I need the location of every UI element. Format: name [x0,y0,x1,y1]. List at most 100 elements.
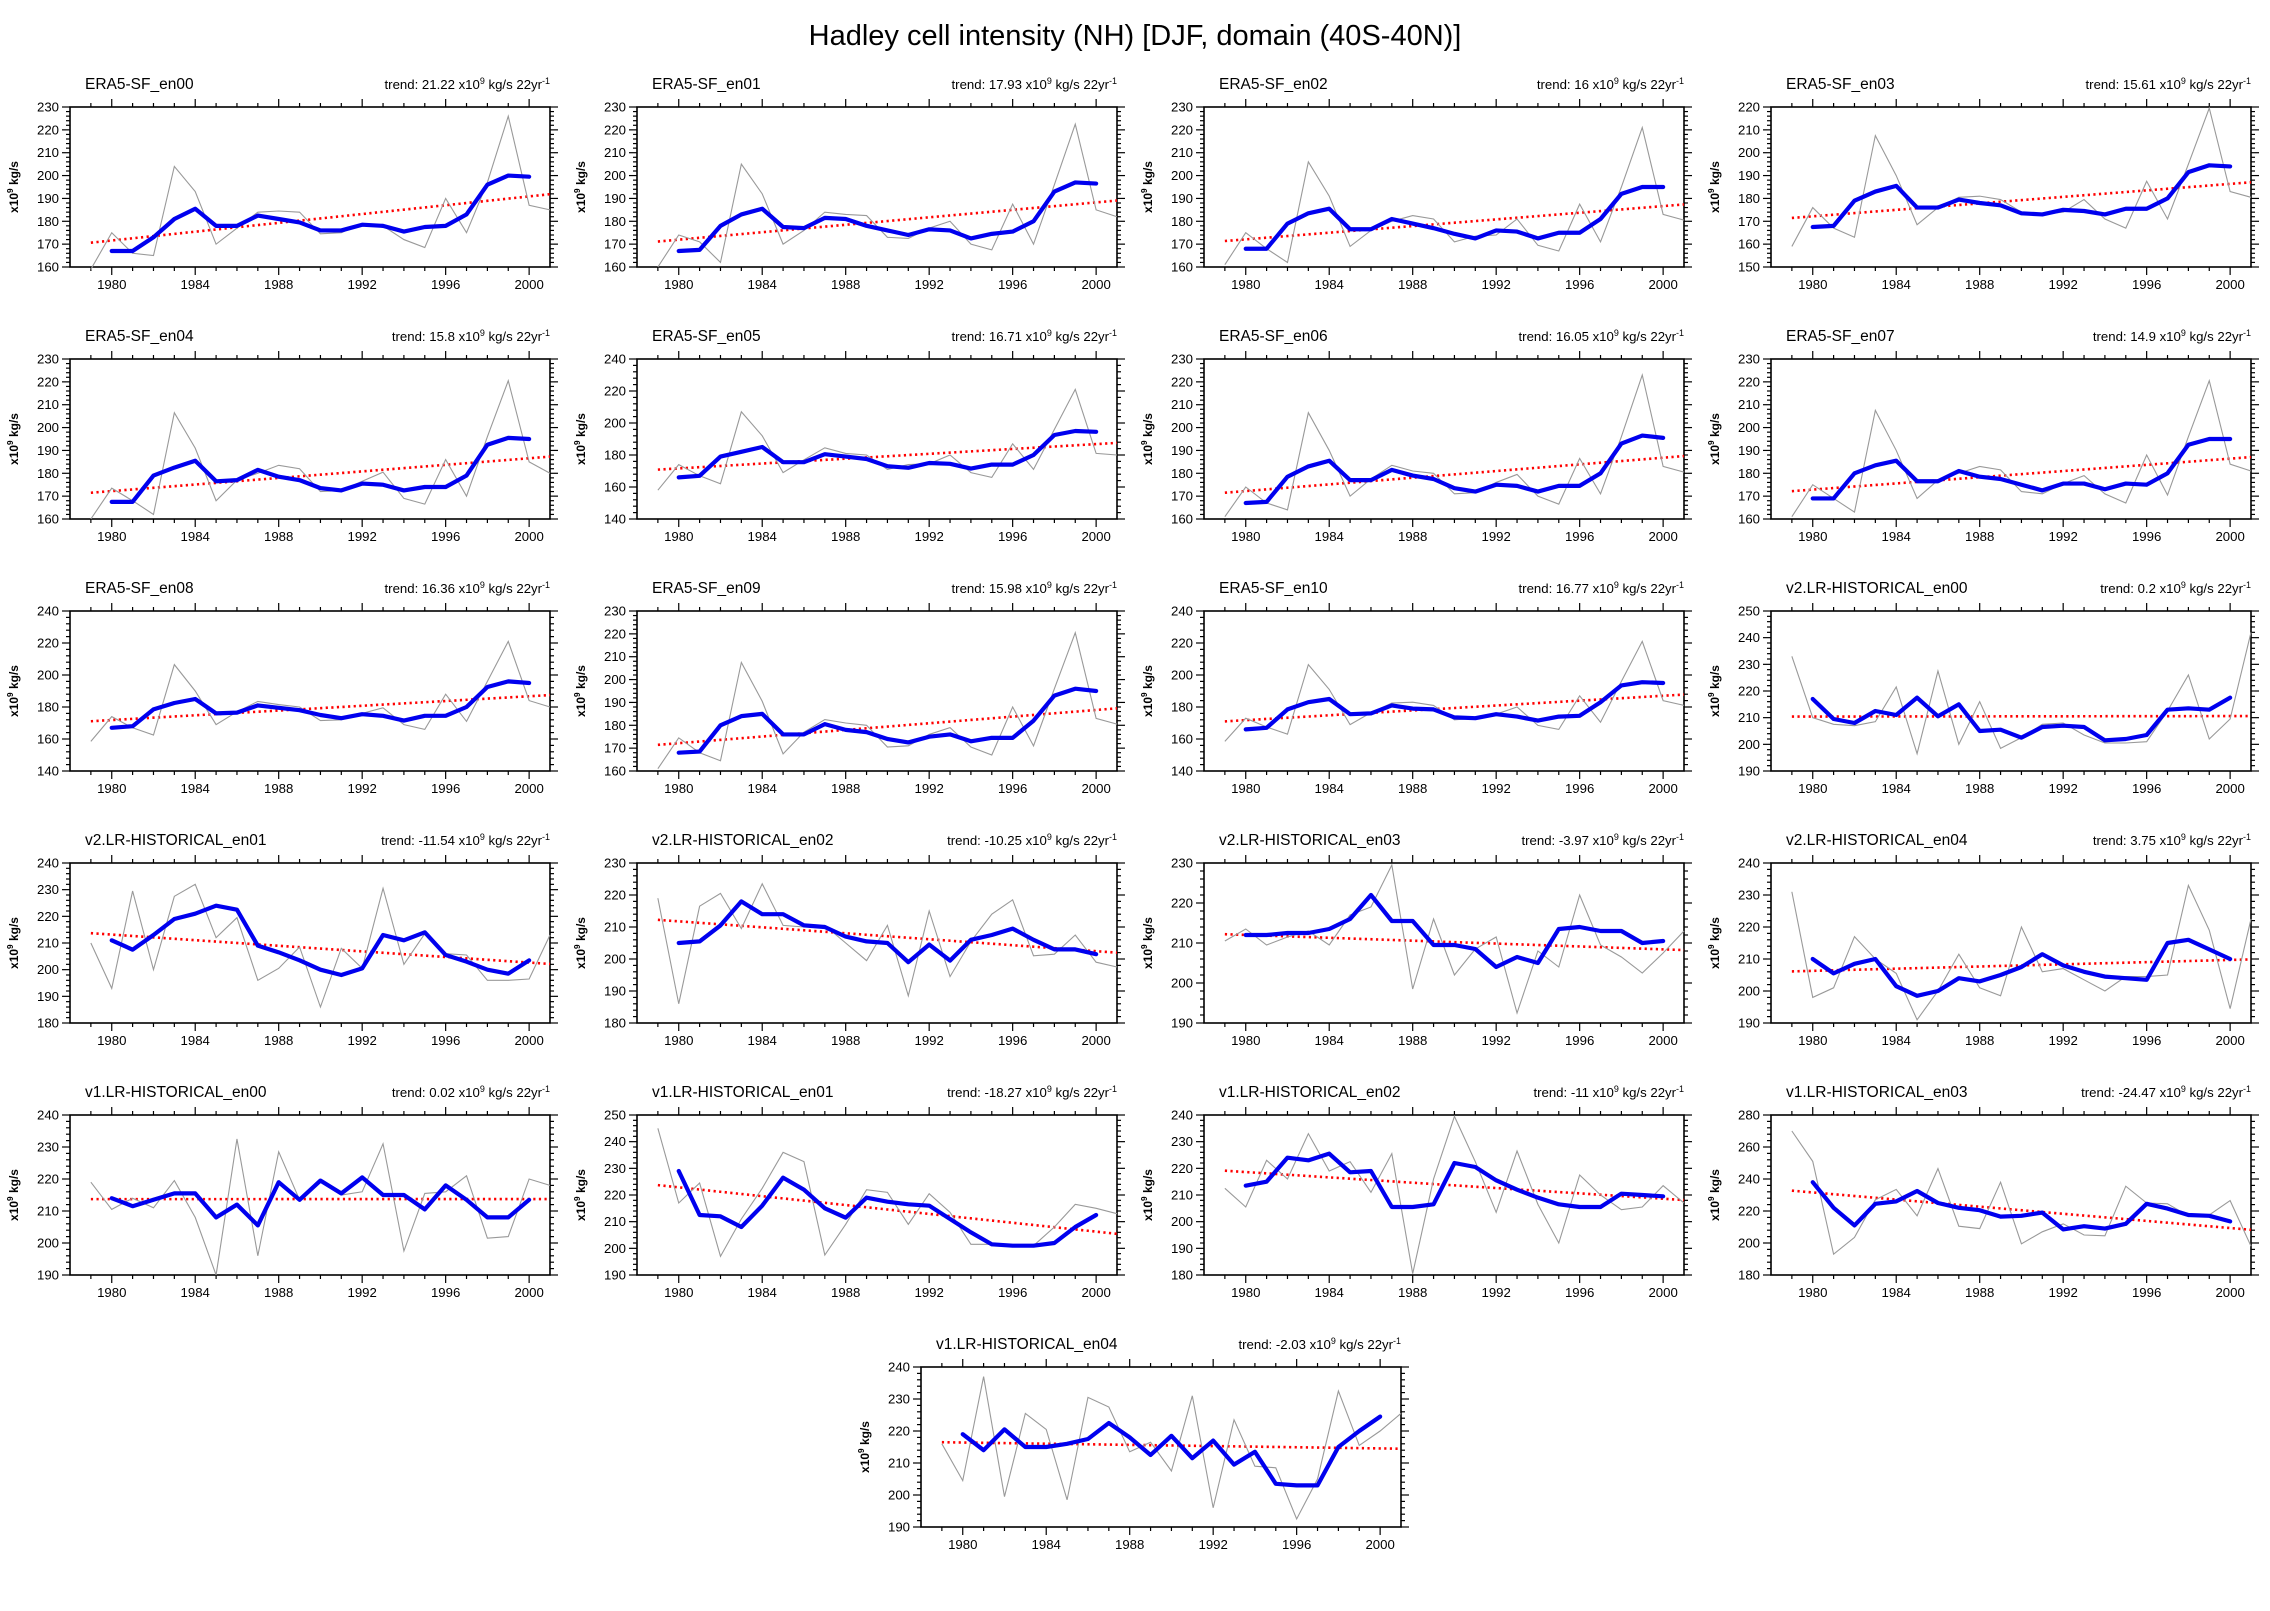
x-tick-label: 1988 [1398,1033,1427,1048]
chart-ERA5-SF_en10: ERA5-SF_en10 trend: 16.77 x109 kg/s 22yr-… [1140,580,1692,796]
raw-series-line [1224,125,1685,266]
x-tick-label: 1996 [431,277,460,292]
smoothed-series-line [1810,1180,2233,1232]
y-axis-label: x109 kg/s [857,1421,872,1473]
plot-frame [919,1366,1402,1528]
raw-series-line [1224,640,1685,742]
x-tick-label: 2000 [514,1285,543,1300]
axis-ticks [1763,855,2259,1031]
trend-line [657,1183,1118,1236]
smoothed-series-line [676,428,1099,480]
trend-label: trend: -11 x109 kg/s 22yr-1 [1533,1084,1684,1100]
x-tick-label: 1992 [1482,529,1511,544]
x-tick-label: 1984 [1315,277,1344,292]
raw-series-line [657,1128,1118,1258]
x-tick-label: 1996 [431,529,460,544]
x-tick-label: 2000 [2215,1033,2244,1048]
x-tick-label: 1984 [748,1033,777,1048]
raw-series-line [657,387,1118,491]
y-tick-label: 170 [37,237,59,252]
y-tick-label: 230 [1171,1134,1193,1149]
chart-v2.LR-HISTORICAL_en00: v2.LR-HISTORICAL_en00 trend: 0.2 x109 kg/… [1707,580,2259,796]
x-tick-label: 1992 [2049,1285,2078,1300]
y-tick-label: 230 [604,856,626,871]
y-tick-label: 200 [1171,420,1193,435]
y-tick-label: 160 [37,260,59,275]
y-tick-label: 230 [37,352,59,367]
y-tick-label: 180 [1171,700,1193,715]
x-tick-label: 1980 [1231,1033,1260,1048]
y-tick-label: 230 [1738,888,1760,903]
x-tick-label: 1988 [1965,1285,1994,1300]
panel-title: v1.LR-HISTORICAL_en03 [1786,1084,1968,1101]
x-tick-label: 2000 [1081,1285,1110,1300]
axis-ticks [1196,99,1692,275]
y-tick-label: 180 [604,1016,626,1031]
y-tick-label: 230 [37,100,59,115]
x-tick-label: 1996 [2132,277,2161,292]
chart-v1.LR-HISTORICAL_en01: v1.LR-HISTORICAL_en01 trend: -18.27 x109 … [573,1084,1125,1300]
x-tick-label: 1996 [2132,781,2161,796]
panel-title: ERA5-SF_en08 [85,580,194,597]
y-tick-label: 190 [37,191,59,206]
chart-ERA5-SF_en07: ERA5-SF_en07 trend: 14.9 x109 kg/s 22yr-1… [1707,328,2259,544]
y-tick-label: 210 [604,145,626,160]
y-tick-label: 180 [1738,1268,1760,1283]
y-tick-label: 230 [604,604,626,619]
x-tick-label: 1988 [831,529,860,544]
y-tick-label: 190 [604,191,626,206]
y-tick-label: 210 [1738,122,1760,137]
x-tick-label: 1980 [948,1537,977,1552]
y-tick-label: 160 [37,512,59,527]
x-tick-label: 2000 [1081,1033,1110,1048]
x-tick-label: 1988 [264,781,293,796]
y-tick-label: 180 [1171,466,1193,481]
panel-title: ERA5-SF_en09 [652,580,761,597]
y-tick-label: 240 [1738,856,1760,871]
x-tick-label: 1984 [181,529,210,544]
y-tick-label: 190 [1171,443,1193,458]
panel-ERA5-SF_en09: ERA5-SF_en09 trend: 15.98 x109 kg/s 22yr-… [568,564,1135,816]
x-tick-label: 2000 [1648,1285,1677,1300]
y-tick-label: 190 [604,1268,626,1283]
bottom-row: v1.LR-HISTORICAL_en04 trend: -2.03 x109 k… [1,1320,2269,1572]
raw-series-line [1224,863,1685,1015]
trend-label: trend: 16.05 x109 kg/s 22yr-1 [1519,328,1684,344]
y-axis-label: x109 kg/s [6,665,21,717]
smoothed-series-line [960,1414,1382,1488]
y-tick-label: 200 [1171,668,1193,683]
smoothed-series-line [1810,937,2233,998]
panel-v2.LR-HISTORICAL_en04: v2.LR-HISTORICAL_en04 trend: 3.75 x109 kg… [1702,816,2269,1068]
plot-frame [69,610,551,772]
x-tick-label: 1996 [1565,277,1594,292]
panel-v1.LR-HISTORICAL_en01: v1.LR-HISTORICAL_en01 trend: -18.27 x109 … [568,1068,1135,1320]
smoothed-series-line [676,180,1099,254]
trend-label: trend: 15.98 x109 kg/s 22yr-1 [952,580,1117,596]
axis-ticks [62,351,558,527]
chart-v1.LR-HISTORICAL_en04: v1.LR-HISTORICAL_en04 trend: -2.03 x109 k… [857,1336,1409,1552]
panel-ERA5-SF_en10: ERA5-SF_en10 trend: 16.77 x109 kg/s 22yr-… [1135,564,1702,816]
x-tick-label: 1996 [1565,1285,1594,1300]
smoothed-series-line [1810,163,2233,230]
x-tick-label: 1988 [831,1033,860,1048]
smoothed-series-line [1810,695,2233,743]
panel-ERA5-SF_en00: ERA5-SF_en00 trend: 21.22 x109 kg/s 22yr-… [1,60,568,312]
x-tick-label: 1992 [1482,1285,1511,1300]
y-axis-label: x109 kg/s [1707,413,1722,465]
y-tick-label: 210 [1171,1188,1193,1203]
y-tick-label: 220 [37,122,59,137]
axis-ticks [912,1359,1409,1535]
y-tick-label: 220 [604,888,626,903]
x-tick-label: 1980 [664,1285,693,1300]
y-tick-label: 150 [1738,260,1760,275]
trend-label: trend: -2.03 x109 kg/s 22yr-1 [1238,1336,1401,1352]
x-tick-label: 1992 [1482,1033,1511,1048]
x-tick-label: 1984 [748,529,777,544]
x-tick-label: 2000 [1081,529,1110,544]
axis-ticks [1763,603,2259,779]
y-axis-label: x109 kg/s [573,413,588,465]
panel-ERA5-SF_en05: ERA5-SF_en05 trend: 16.71 x109 kg/s 22yr-… [568,312,1135,564]
x-tick-label: 2000 [514,277,543,292]
raw-series-line [1224,1114,1685,1274]
plot-frame [69,358,551,520]
